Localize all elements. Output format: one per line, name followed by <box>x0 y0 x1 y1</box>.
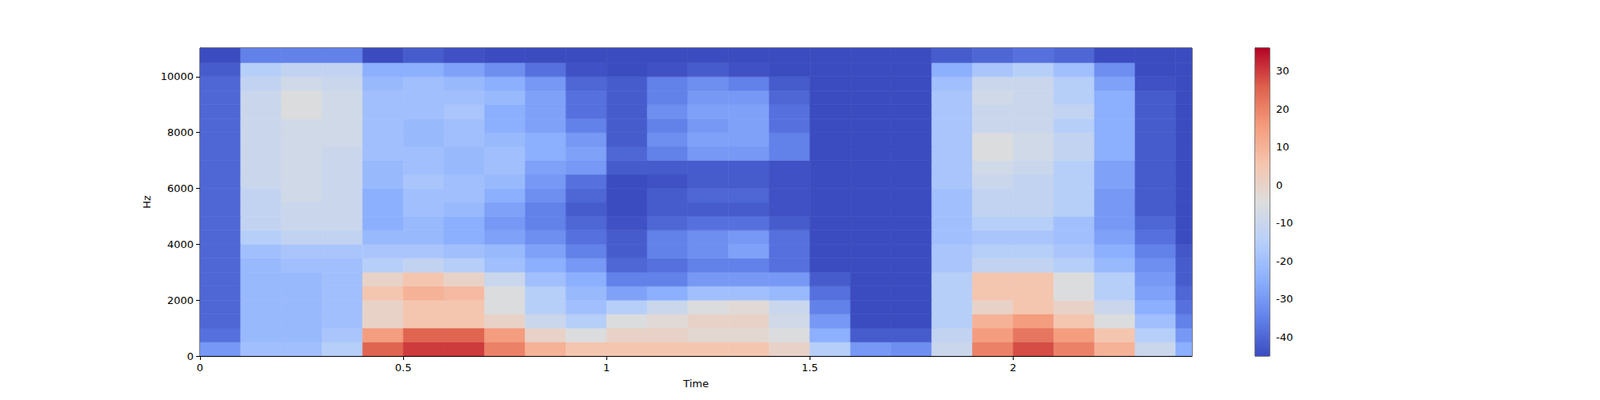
svg-text:2: 2 <box>1009 361 1016 374</box>
svg-text:6000: 6000 <box>167 182 194 195</box>
svg-text:4000: 4000 <box>167 238 194 251</box>
svg-text:0: 0 <box>196 361 204 374</box>
svg-text:0.5: 0.5 <box>395 361 412 374</box>
svg-text:10: 10 <box>1276 140 1290 153</box>
svg-text:Time: Time <box>682 377 709 390</box>
svg-text:-40: -40 <box>1276 331 1293 344</box>
svg-text:10000: 10000 <box>160 70 194 83</box>
svg-text:Hz: Hz <box>140 195 153 209</box>
svg-text:2000: 2000 <box>167 294 194 307</box>
svg-text:1.5: 1.5 <box>801 361 819 374</box>
svg-text:-30: -30 <box>1276 292 1293 305</box>
svg-text:8000: 8000 <box>167 126 194 139</box>
svg-text:20: 20 <box>1276 103 1290 116</box>
svg-text:-20: -20 <box>1276 255 1293 268</box>
svg-text:30: 30 <box>1276 64 1290 77</box>
svg-text:-10: -10 <box>1276 216 1293 229</box>
svg-text:0: 0 <box>187 350 194 363</box>
svg-text:0: 0 <box>1276 179 1283 192</box>
svg-text:1: 1 <box>603 361 610 374</box>
